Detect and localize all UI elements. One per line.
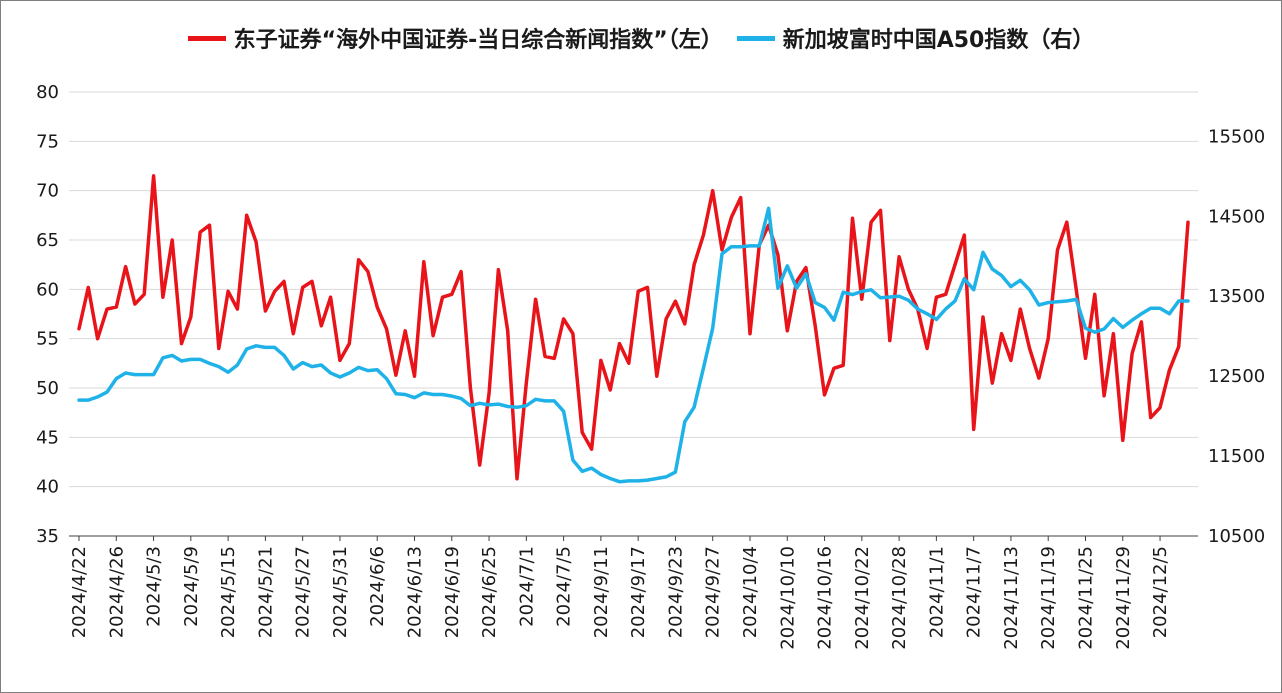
- x-tick-label: 2024/4/26: [106, 546, 127, 638]
- y-left-tick-label: 75: [36, 131, 59, 152]
- x-tick-label: 2024/12/5: [1150, 546, 1171, 638]
- x-tick-label: 2024/9/11: [591, 546, 612, 638]
- series-line-a50-index: [77, 206, 1190, 484]
- legend-item-a50-index: 新加坡富时中国A50指数（右）: [736, 22, 1095, 54]
- legend-item-news-index: 东子证券“海外中国证券-当日综合新闻指数”（左）: [187, 22, 723, 54]
- x-tick-label: 2024/11/19: [1038, 546, 1059, 650]
- x-tick-label: 2024/10/22: [852, 546, 873, 650]
- x-tick-label: 2024/11/7: [964, 546, 985, 638]
- y-left-tick-label: 55: [36, 329, 59, 350]
- x-tick-label: 2024/5/27: [293, 546, 314, 638]
- x-tick-label: 2024/11/29: [1113, 546, 1134, 650]
- series-line-news-index: [77, 174, 1190, 481]
- y-left-tick-label: 65: [36, 230, 59, 251]
- y-left-tick-label: 50: [36, 378, 59, 399]
- y-left-tick-label: 35: [36, 526, 59, 547]
- y-right-tick-label: 14500: [1208, 206, 1265, 227]
- x-tick-label: 2024/6/6: [367, 546, 388, 627]
- y-right-tick-label: 12500: [1208, 366, 1265, 387]
- x-tick-label: 2024/6/19: [442, 546, 463, 638]
- legend-label-a50-index: 新加坡富时中国A50指数（右）: [782, 28, 1095, 53]
- x-axis: 2024/4/22 2024/4/26 2024/5/3 2024/5/9 2024/5…: [69, 535, 1198, 650]
- x-tick-label: 2024/5/31: [330, 546, 351, 638]
- y-axis-right: 10500 11500 12500 13500 14500 15500: [1208, 126, 1265, 547]
- y-right-tick-label: 15500: [1208, 126, 1265, 147]
- x-tick-label: 2024/9/27: [703, 546, 724, 638]
- y-right-tick-label: 13500: [1208, 286, 1265, 307]
- x-tick-label: 2024/7/1: [516, 546, 537, 627]
- legend-swatch-blue: [736, 35, 775, 41]
- x-tick-label: 2024/10/10: [777, 546, 798, 650]
- x-tick-label: 2024/4/22: [69, 546, 90, 638]
- series-lines: [77, 174, 1190, 484]
- y-axis-left: 35 40 45 50 55 60 65 70 75 80: [36, 82, 59, 547]
- x-tick-label: 2024/10/28: [889, 546, 910, 650]
- x-tick-label: 2024/6/25: [479, 546, 500, 638]
- x-tick-label: 2024/10/4: [740, 546, 761, 638]
- legend-swatch-red: [187, 35, 226, 41]
- y-left-tick-label: 45: [36, 427, 59, 448]
- x-tick-label: 2024/11/25: [1075, 546, 1096, 650]
- x-tick-label: 2024/10/16: [815, 546, 836, 650]
- x-tick-label: 2024/5/15: [218, 546, 239, 638]
- y-left-tick-label: 80: [36, 82, 59, 103]
- y-right-tick-label: 11500: [1208, 446, 1265, 467]
- x-tick-label: 2024/11/1: [926, 546, 947, 638]
- x-tick-label: 2024/6/13: [404, 546, 425, 638]
- y-left-tick-label: 40: [36, 477, 59, 498]
- x-tick-label: 2024/5/21: [255, 546, 276, 638]
- chart-legend: 东子证券“海外中国证券-当日综合新闻指数”（左） 新加坡富时中国A50指数（右）: [0, 18, 1282, 58]
- x-tick-label: 2024/5/9: [181, 546, 202, 627]
- x-tick-label: 2024/7/5: [554, 546, 575, 627]
- x-tick-label: 2024/11/13: [1001, 546, 1022, 650]
- y-right-tick-label: 10500: [1208, 526, 1265, 547]
- x-tick-label: 2024/9/23: [665, 546, 686, 638]
- x-tick-label: 2024/5/3: [144, 546, 165, 627]
- legend-label-news-index: 东子证券“海外中国证券-当日综合新闻指数”（左）: [233, 28, 723, 53]
- y-left-tick-label: 70: [36, 181, 59, 202]
- y-left-tick-label: 60: [36, 279, 59, 300]
- x-tick-label: 2024/9/17: [628, 546, 649, 638]
